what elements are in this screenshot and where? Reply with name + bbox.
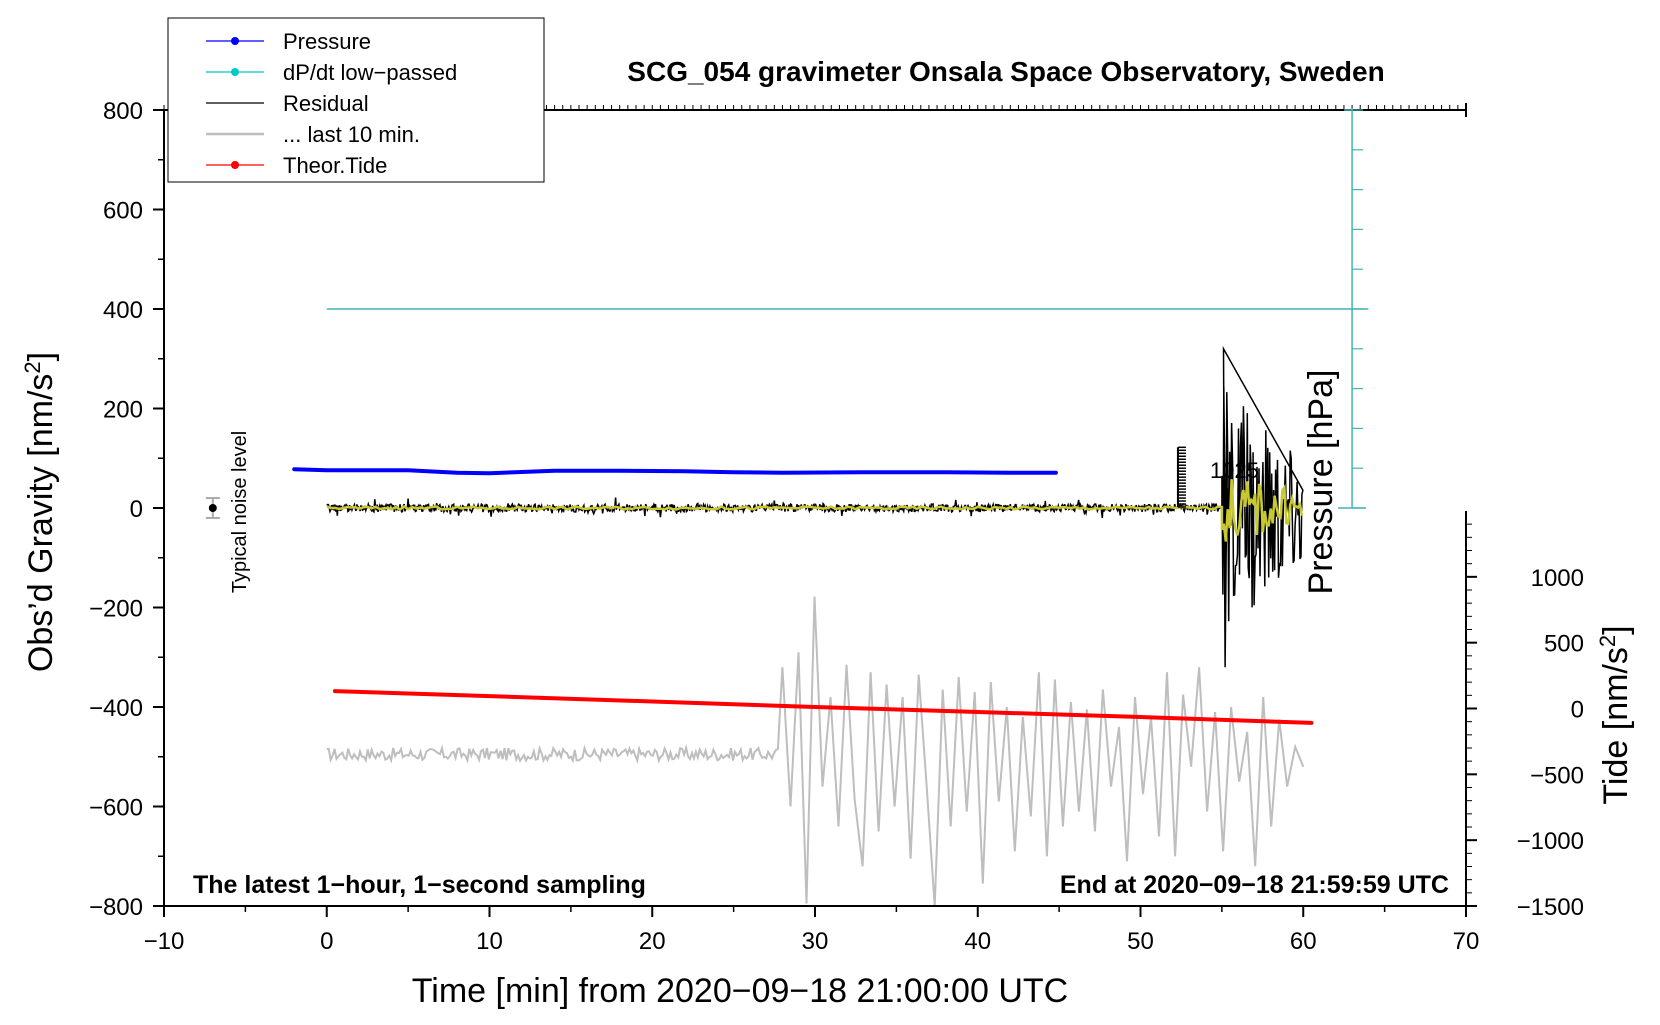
tide-tick-label: 0 (1571, 697, 1584, 724)
tide-axis-title-end: ] (1597, 625, 1635, 634)
legend-marker (231, 161, 239, 169)
x-tick-label: −10 (144, 928, 185, 955)
end-time-note: End at 2020−09−18 21:59:59 UTC (1060, 871, 1449, 899)
x-tick-label: 10 (476, 928, 503, 955)
series-residual-lowpass (326, 479, 1304, 542)
noise-marker (208, 504, 217, 512)
y-tick-label: 400 (103, 297, 143, 324)
y-tick-label: 0 (130, 496, 143, 523)
x-tick-label: 40 (964, 928, 991, 955)
x-axis-title: Time [min] from 2020−09−18 21:00:00 UTC (412, 972, 1068, 1010)
legend-label: Theor.Tide (283, 153, 387, 178)
y-axis-title-end: ] (22, 352, 60, 361)
y-axis-title: Obs’d Gravity [nm/s2] (20, 352, 60, 672)
tide-tick-label: 500 (1544, 631, 1584, 658)
tide-tick-label: −1000 (1517, 828, 1584, 855)
legend-marker (231, 37, 239, 45)
tide-tick-label: −1500 (1517, 894, 1584, 921)
pressure-axis-title: Pressure [hPa] (1302, 370, 1340, 595)
series-theor-tide (332, 689, 1314, 725)
y-tick-label: −400 (89, 695, 143, 722)
tide-axis-title: Tide [nm/s2] (1595, 625, 1635, 804)
legend-marker (231, 68, 239, 76)
y-tick-label: 800 (103, 98, 143, 125)
tide-axis-title-main: Tide [nm/s (1597, 647, 1635, 804)
series-last-10-min (326, 596, 1305, 907)
legend-label: ... last 10 min. (283, 122, 420, 147)
x-tick-label: 50 (1127, 928, 1154, 955)
chart-title: SCG_054 gravimeter Onsala Space Observat… (627, 56, 1384, 87)
legend-box (167, 17, 545, 183)
y-tick-label: −600 (89, 795, 143, 822)
tide-tick-label: 1000 (1531, 565, 1584, 592)
data-layer (205, 308, 1369, 907)
pressure-tick-fragment: 1025 (1210, 458, 1259, 483)
y-axis-title-sup: 2 (20, 361, 45, 373)
tide-tick-label: −500 (1530, 762, 1584, 789)
x-tick-label: 60 (1290, 928, 1317, 955)
y-tick-label: −200 (89, 596, 143, 623)
x-tick-label: 0 (320, 928, 333, 955)
y-axis-title-main: Obs’d Gravity [nm/s (22, 374, 60, 673)
y-tick-label: −800 (89, 894, 143, 921)
legend: Pressure dP/dt low−passed Residual ... last… (167, 17, 545, 183)
x-tick-label: 70 (1453, 928, 1480, 955)
noise-level-label: Typical noise level (229, 431, 251, 593)
legend-label: dP/dt low−passed (283, 60, 457, 85)
x-tick-label: 20 (639, 928, 666, 955)
sampling-note: The latest 1−hour, 1−second sampling (193, 871, 646, 899)
axes-layer: −10 0 10 20 30 40 50 60 70 800 600 400 200 0 −200 −400 −… (89, 98, 1584, 955)
x-tick-label: 30 (802, 928, 829, 955)
y-tick-label: 200 (103, 397, 143, 424)
legend-label: Residual (283, 91, 369, 116)
series-pressure (292, 467, 1058, 476)
y-tick-label: 600 (103, 198, 143, 225)
legend-label: Pressure (283, 29, 371, 54)
tide-axis-title-sup: 2 (1595, 635, 1620, 647)
